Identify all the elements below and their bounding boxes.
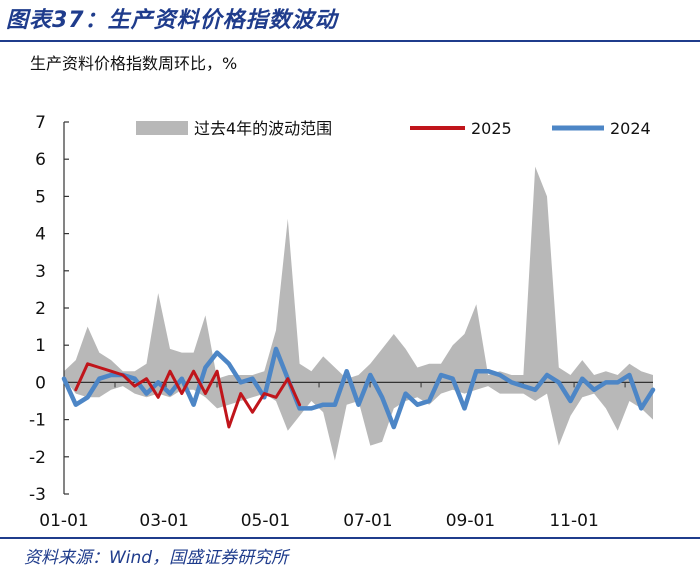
y-tick-label: -3 xyxy=(29,485,46,505)
y-tick-label: -1 xyxy=(29,411,46,431)
legend-label-2024: 2024 xyxy=(610,119,651,138)
y-tick-label: 1 xyxy=(35,336,46,356)
series-layer xyxy=(61,346,656,430)
x-tick-label: 11-01 xyxy=(549,511,598,531)
series-line-2025 xyxy=(74,362,302,429)
y-tick-label: 4 xyxy=(35,225,46,245)
x-tick-label: 07-01 xyxy=(343,511,392,531)
y-tick-label: -2 xyxy=(29,448,46,468)
header-divider xyxy=(0,40,700,42)
footer-divider xyxy=(0,537,700,539)
y-tick-label: 7 xyxy=(35,113,46,133)
x-tick-label: 01-01 xyxy=(39,511,88,531)
y-tick-label: 0 xyxy=(35,373,46,393)
y-axis-label: 生产资料价格指数周环比，% xyxy=(30,54,238,73)
y-tick-label: 3 xyxy=(35,262,46,282)
x-tick-label: 03-01 xyxy=(139,511,188,531)
y-tick-label: 2 xyxy=(35,299,46,319)
legend: 过去4年的波动范围 2025 2024 xyxy=(136,119,651,138)
source-note: 资料来源：Wind，国盛证券研究所 xyxy=(24,548,289,568)
legend-label-2025: 2025 xyxy=(471,119,512,138)
figure-title: 图表37：生产资料价格指数波动 xyxy=(6,8,338,33)
y-tick-label: 6 xyxy=(35,150,46,170)
x-tick-label: 05-01 xyxy=(241,511,290,531)
axis-layer: 7 6 5 4 3 2 1 0 -1 -2 -3 01-01 03-01 05-01 07-01 09-01 1… xyxy=(29,113,653,531)
band-range-area xyxy=(64,166,653,461)
legend-swatch-band xyxy=(136,121,188,135)
legend-label-band: 过去4年的波动范围 xyxy=(194,119,332,138)
x-tick-label: 09-01 xyxy=(446,511,495,531)
band-layer xyxy=(64,166,653,461)
y-tick-label: 5 xyxy=(35,187,46,207)
